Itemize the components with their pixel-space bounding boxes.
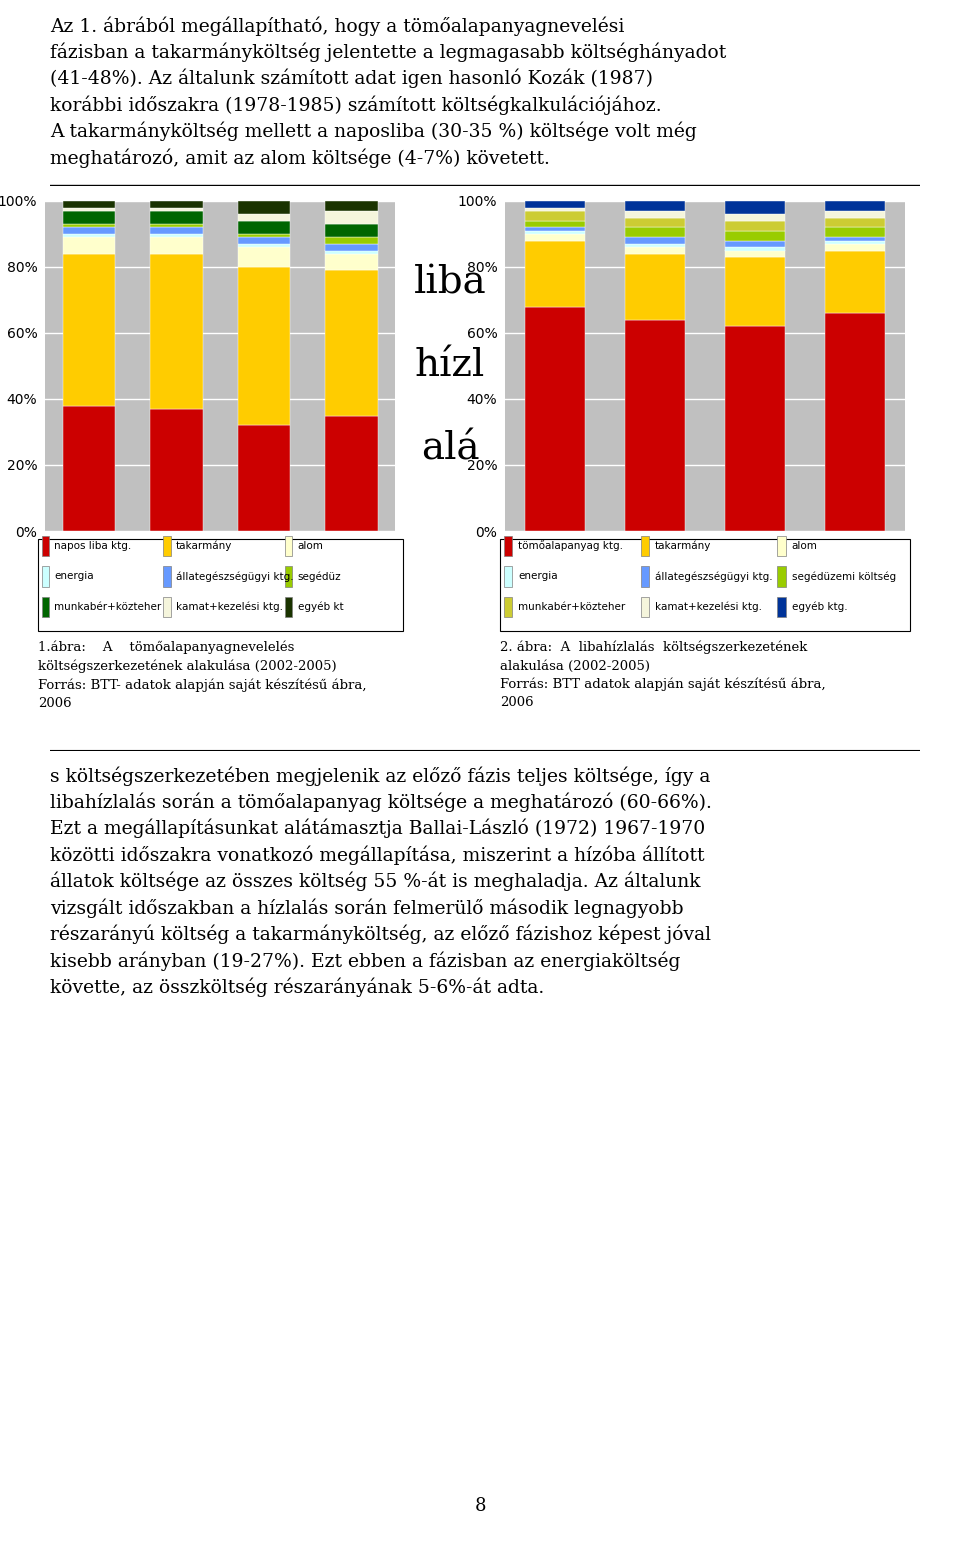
Bar <box>778 596 785 618</box>
Text: liba: liba <box>414 265 487 302</box>
Bar <box>504 596 513 618</box>
Text: egyéb kt: egyéb kt <box>298 603 344 612</box>
Bar <box>640 596 649 618</box>
Bar <box>325 211 377 223</box>
Bar <box>725 327 785 532</box>
Bar <box>625 200 685 211</box>
Bar <box>325 223 377 237</box>
Bar <box>525 240 585 307</box>
Bar <box>525 307 585 532</box>
Bar <box>778 566 785 587</box>
Text: egyéb ktg.: egyéb ktg. <box>792 603 848 612</box>
Bar <box>625 243 685 247</box>
Bar <box>150 211 203 223</box>
Text: hízl: hízl <box>415 348 485 385</box>
Text: kamat+kezelési ktg.: kamat+kezelési ktg. <box>176 603 283 612</box>
Bar <box>163 536 171 556</box>
Bar <box>41 596 49 618</box>
Bar <box>625 217 685 228</box>
Bar <box>825 200 885 211</box>
Bar <box>525 208 585 211</box>
Text: munkabér+közteher: munkabér+közteher <box>518 603 626 612</box>
Bar <box>237 200 290 214</box>
Text: energia: energia <box>518 572 558 581</box>
Bar <box>825 217 885 228</box>
Bar <box>237 220 290 234</box>
Text: állategészségügyi ktg.: állategészségügyi ktg. <box>655 572 773 581</box>
Bar <box>163 566 171 587</box>
Bar <box>525 200 585 208</box>
Bar <box>150 254 203 408</box>
Bar <box>625 228 685 237</box>
Bar <box>62 208 115 211</box>
Bar <box>725 247 785 251</box>
Bar <box>62 234 115 237</box>
Bar <box>237 247 290 267</box>
Bar <box>325 251 377 254</box>
Bar <box>150 228 203 234</box>
Bar <box>62 200 115 208</box>
Bar <box>237 234 290 237</box>
Bar <box>150 408 203 532</box>
Bar <box>625 247 685 254</box>
Bar <box>163 596 171 618</box>
Bar <box>62 223 115 228</box>
Bar <box>285 566 292 587</box>
Text: energia: energia <box>55 572 94 581</box>
Bar <box>237 267 290 425</box>
Bar <box>325 270 377 416</box>
Text: alom: alom <box>298 541 324 550</box>
Bar <box>150 223 203 228</box>
Bar <box>325 416 377 532</box>
Text: s költségszerkezetében megjelenik az előző fázis teljes költsége, így a
libahízl: s költségszerkezetében megjelenik az elő… <box>50 766 712 997</box>
Bar <box>525 211 585 220</box>
Bar <box>725 220 785 231</box>
Bar <box>237 237 290 243</box>
Text: segédüz: segédüz <box>298 572 342 581</box>
Bar <box>625 254 685 321</box>
Text: alá: alá <box>420 430 479 467</box>
Bar <box>525 234 585 240</box>
Text: segédüzemi költség: segédüzemi költség <box>792 572 896 581</box>
Bar <box>825 211 885 217</box>
Text: takarmány: takarmány <box>655 541 711 552</box>
Bar <box>825 243 885 251</box>
Bar <box>150 208 203 211</box>
Bar <box>325 243 377 251</box>
Bar <box>725 257 785 327</box>
Bar <box>62 211 115 223</box>
Text: kamat+kezelési ktg.: kamat+kezelési ktg. <box>655 603 762 612</box>
Bar <box>825 251 885 313</box>
Bar <box>237 243 290 247</box>
Bar <box>41 536 49 556</box>
Bar <box>725 240 785 247</box>
Bar <box>525 220 585 228</box>
Bar <box>62 254 115 405</box>
Bar <box>778 536 785 556</box>
Bar <box>725 231 785 240</box>
Bar <box>325 200 377 211</box>
Bar <box>825 240 885 243</box>
Bar <box>725 200 785 214</box>
Bar <box>525 231 585 234</box>
Text: tömőalapanyag ktg.: tömőalapanyag ktg. <box>518 541 623 552</box>
Bar <box>625 211 685 217</box>
Text: 8: 8 <box>474 1496 486 1515</box>
Bar <box>504 566 513 587</box>
Bar <box>825 313 885 532</box>
Text: állategészségügyi ktg.: állategészségügyi ktg. <box>176 572 294 581</box>
Text: napos liba ktg.: napos liba ktg. <box>55 541 132 550</box>
Bar <box>285 536 292 556</box>
Bar <box>625 237 685 243</box>
Bar <box>62 228 115 234</box>
Text: 2. ábra:  A  libahízlalás  költségszerkezetének
alakulása (2002-2005)
Forrás: BT: 2. ábra: A libahízlalás költségszerkezet… <box>500 641 826 709</box>
Bar <box>504 536 513 556</box>
Bar <box>725 214 785 220</box>
Bar <box>325 237 377 243</box>
Bar <box>325 254 377 270</box>
Bar <box>285 596 292 618</box>
Text: Az 1. ábrából megállapítható, hogy a tömőalapanyagnevelési
fázisban a takarmányk: Az 1. ábrából megállapítható, hogy a töm… <box>50 15 727 168</box>
Bar <box>640 566 649 587</box>
Text: takarmány: takarmány <box>176 541 232 552</box>
Bar <box>525 228 585 231</box>
